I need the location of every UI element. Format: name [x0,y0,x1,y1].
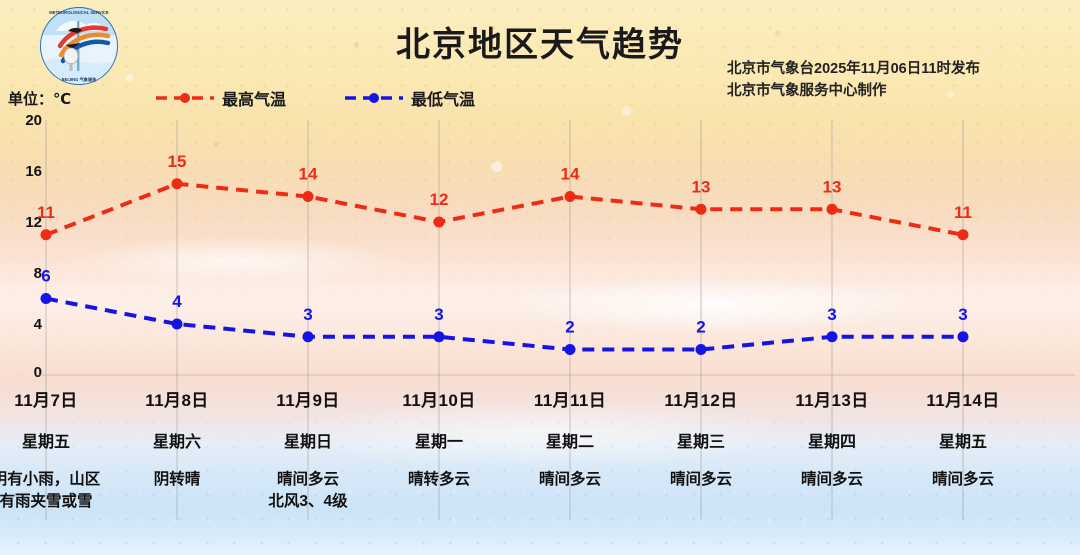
data-label: 6 [41,267,50,286]
day-date: 11月9日 [276,391,340,410]
data-point [564,191,576,202]
day-of-week: 星期六 [152,434,201,451]
y-tick-4: 4 [33,316,42,333]
issuer-line-1: 北京市气象台2025年11月06日11时发布 [727,61,981,77]
data-point [171,178,183,190]
data-point [40,229,52,241]
legend-item-low: 最低气温 [344,86,475,110]
series-line-low [45,296,963,352]
day-weather: 晴间多云 北风3、4级 [268,471,348,510]
day-weather: 晴间多云 [800,471,863,488]
day-weather: 晴间多云 [931,471,994,488]
data-label: 14 [561,165,580,184]
day-date: 11月11日 [533,391,607,410]
day-of-week: 星期四 [807,434,856,451]
data-point [957,331,969,343]
data-point [564,344,576,355]
y-tick-20: 20 [25,112,42,129]
day-column-6[interactable]: 11月12日 星期三晴间多云 [636,386,767,491]
day-of-week: 星期日 [283,434,332,451]
day-weather: 晴间多云 [669,471,732,488]
chart-legend: 最高气温 最低气温 [155,86,475,110]
data-label: 11 [954,203,972,222]
day-column-1[interactable]: 11月7日星期五阴有小雨，山区有雨夹雪或雪 [0,386,112,513]
data-point [826,331,838,343]
issuer-info: 北京市气象台2025年11月06日11时发布 北京市气象服务中心制作 [727,58,980,103]
data-label: 3 [303,305,312,324]
data-label: 15 [168,152,187,171]
data-point [695,344,707,355]
day-column-3[interactable]: 11月9日星期日晴间多云 北风3、4级 [243,386,374,513]
data-label: 12 [430,190,449,209]
legend-high-swatch-icon [156,93,214,103]
day-date: 11月13日 [795,391,869,410]
series-line-high [45,181,964,237]
legend-low-swatch-icon [345,93,404,103]
day-column-2[interactable]: 11月8日星期六阴转晴 [112,386,243,491]
data-point [171,318,183,330]
data-point [302,191,314,202]
page-title: 北京地区天气趋势 [396,26,684,64]
legend-high-label: 最高气温 [222,92,287,109]
day-of-week: 星期五 [938,434,987,451]
svg-text:METEOROLOGICAL SERVICE: METEOROLOGICAL SERVICE [49,10,109,15]
data-label: 4 [172,292,182,311]
data-label: 2 [565,318,574,337]
data-point [826,203,838,215]
day-weather: 晴转多云 [407,471,470,488]
day-weather: 晴间多云 [538,471,601,488]
data-label: 3 [958,305,967,324]
data-label: 13 [692,177,711,196]
data-label: 3 [827,305,836,324]
day-column-5[interactable]: 11月11日 星期二晴间多云 [505,386,636,491]
y-tick-12: 12 [25,214,42,231]
day-date: 11月10日 [402,391,476,410]
data-label: 3 [434,305,443,324]
data-label: 11 [37,203,55,222]
day-date: 11月14日 [926,391,1000,410]
day-date: 11月12日 [664,391,738,410]
unit-label: 单位：℃ [8,91,72,108]
data-point [433,216,445,228]
day-column-8[interactable]: 11月14日 星期五晴间多云 [898,386,1029,491]
day-column-4[interactable]: 11月10日 星期一晴转多云 [374,386,505,491]
day-columns: 11月7日 星期五 阴有小雨，山区有雨夹雪或雪 11月8日 星期六 阴转晴 11月9日 星期日… [0,386,1080,551]
day-of-week: 星期五 [21,434,70,451]
day-of-week: 星期二 [545,434,594,451]
data-point [957,229,969,241]
y-tick-0: 0 [33,364,42,381]
data-point [302,331,314,343]
beijing-meteorological-service-logo: METEOROLOGICAL SERVICE BEIJING 气象服务 [40,7,118,85]
day-date: 11月8日 [145,391,209,410]
day-of-week: 星期一 [414,434,463,451]
issuer-line-2: 北京市气象服务中心制作 [727,83,887,100]
data-label: 13 [823,177,842,196]
day-weather: 阴有小雨，山区有雨夹雪或雪 [0,471,101,510]
data-point [695,203,707,215]
data-label: 14 [299,165,318,184]
y-tick-16: 16 [25,163,42,180]
y-tick-8: 8 [33,265,42,282]
data-point [40,293,52,304]
day-weather: 阴转晴 [153,471,201,488]
day-column-7[interactable]: 11月13日 星期四晴间多云 [767,386,898,491]
legend-item-high: 最高气温 [155,86,286,110]
day-date: 11月7日 [14,391,78,410]
data-point [433,331,445,343]
legend-low-label: 最低气温 [411,92,476,109]
day-of-week: 星期三 [676,434,725,451]
data-label: 2 [696,318,705,337]
svg-text:BEIJING 气象服务: BEIJING 气象服务 [62,76,97,83]
